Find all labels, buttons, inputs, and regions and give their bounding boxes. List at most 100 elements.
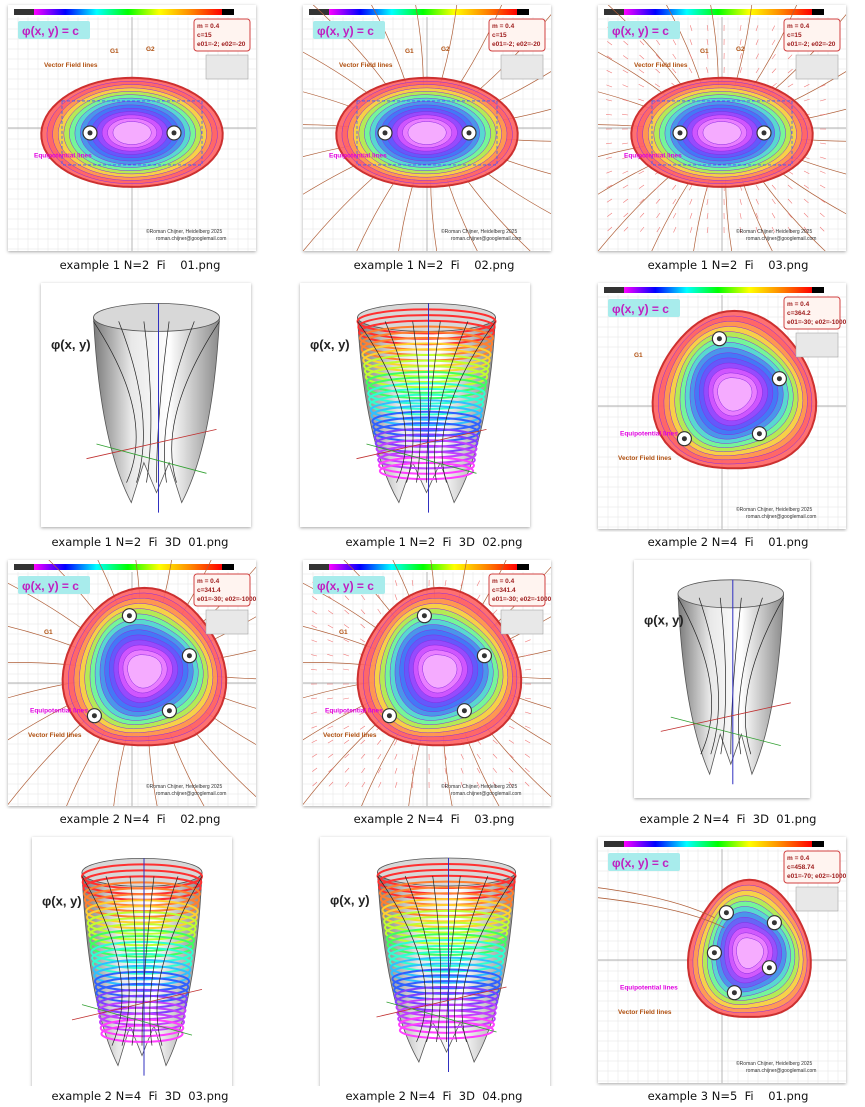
equation-label: φ(x, y) = c: [22, 579, 79, 593]
file-name-label: example 1 N=2 Fi 03.png: [588, 258, 865, 272]
thumbnail-image[interactable]: φ(x, y): [294, 277, 574, 532]
equipotential-contours: [631, 78, 812, 187]
g1-label: G1: [339, 629, 348, 636]
param-line: m = 0.4: [787, 301, 810, 308]
file-thumbnail-item[interactable]: φ(x, y) = c m = 0.4 c=15 e01=-2; e02=-20 Vec…: [294, 0, 574, 276]
surface-plot-image: φ(x, y): [32, 837, 232, 1086]
email-label: roman.chijner@googlemail.com: [746, 236, 816, 242]
surface-plot-image: φ(x, y): [300, 283, 530, 527]
thumbnail-image[interactable]: φ(x, y) = c m = 0.4 c=15 e01=-2; e02=-20 Vec…: [588, 0, 865, 255]
field-plot-image: φ(x, y) = c m = 0.4 c=15 e01=-2; e02=-20 Vec…: [303, 5, 551, 251]
file-name-label: example 2 N=4 Fi 3D 03.png: [0, 1089, 280, 1103]
equipotential-label: Equipotential lines: [34, 153, 92, 160]
thumbnail-image[interactable]: φ(x, y) = c m = 0.4 c=15 e01=-2; e02=-20 Vec…: [294, 0, 574, 255]
legend-box: [796, 333, 838, 357]
param-line: m = 0.4: [787, 855, 810, 862]
equipotential-label: Equipotential lines: [329, 153, 387, 160]
g1-label: G1: [110, 48, 119, 55]
field-plot-image: φ(x, y) = c m = 0.4 c=15 e01=-2; e02=-20 Vec…: [598, 5, 846, 251]
param-line: c=15: [492, 32, 507, 39]
file-thumbnail-item[interactable]: φ(x, y) example 2 N=4 Fi 3D 03.png: [0, 831, 280, 1107]
signature-label: ©Roman Chijner, Heidelberg 2025: [441, 783, 517, 790]
param-line: e01=-2; e02=-20: [492, 41, 541, 48]
file-name-label: example 1 N=2 Fi 01.png: [0, 258, 280, 272]
equipotential-label: Equipotential lines: [620, 431, 678, 438]
equipotential-contours: [358, 588, 522, 745]
thumbnail-image[interactable]: φ(x, y): [0, 277, 280, 532]
equation-label: φ(x, y) = c: [612, 24, 669, 38]
equipotential-label: Equipotential lines: [325, 708, 383, 715]
file-thumbnail-item[interactable]: φ(x, y)example 2 N=4 Fi 3D 04.png: [294, 831, 574, 1107]
vector-field-label: Vector Field lines: [339, 62, 393, 69]
vector-field-label: Vector Field lines: [618, 455, 672, 462]
legend-box: [796, 55, 838, 79]
thumbnail-image[interactable]: φ(x, y): [294, 831, 574, 1086]
equipotential-contours: [653, 311, 817, 468]
file-thumbnail-item[interactable]: φ(x, y) example 2 N=4 Fi 3D 01.png: [588, 554, 865, 830]
equipotential-label: Equipotential lines: [30, 708, 88, 715]
thumbnail-image[interactable]: φ(x, y) = c m = 0.4 c=341.4 e01=-30; e02=-1…: [0, 554, 280, 809]
function-label: φ(x, y): [310, 337, 350, 352]
surface-rim: [94, 303, 220, 331]
equation-label: φ(x, y) = c: [317, 24, 374, 38]
color-scale-bar: [329, 9, 517, 15]
legend-box: [206, 610, 248, 634]
color-scale-bar: [624, 841, 812, 847]
file-thumbnail-item[interactable]: φ(x, y)example 1 N=2 Fi 3D 02.png: [294, 277, 574, 553]
param-line: m = 0.4: [197, 23, 220, 30]
param-line: m = 0.4: [492, 23, 515, 30]
param-line: m = 0.4: [787, 23, 810, 30]
file-name-label: example 3 N=5 Fi 01.png: [588, 1089, 865, 1103]
equipotential-contours: [688, 880, 811, 1017]
param-line: m = 0.4: [492, 578, 515, 585]
param-line: c=341.4: [492, 587, 516, 594]
email-label: roman.chijner@googlemail.com: [746, 1068, 816, 1074]
g2-label: G2: [441, 46, 450, 53]
g1-label: G1: [44, 629, 53, 636]
equipotential-label: Equipotential lines: [624, 153, 682, 160]
param-line: c=458.74: [787, 864, 815, 871]
file-thumbnail-item[interactable]: φ(x, y) example 1 N=2 Fi 3D 01.png: [0, 277, 280, 553]
vector-field-label: Vector Field lines: [44, 62, 98, 69]
color-scale-bar: [34, 9, 222, 15]
legend-box: [796, 887, 838, 911]
file-name-label: example 1 N=2 Fi 02.png: [294, 258, 574, 272]
email-label: roman.chijner@googlemail.com: [746, 514, 816, 520]
equipotential-contours: [63, 588, 227, 745]
file-name-label: example 1 N=2 Fi 3D 01.png: [0, 535, 280, 549]
email-label: roman.chijner@googlemail.com: [451, 236, 521, 242]
param-line: c=15: [787, 32, 802, 39]
param-line: e01=-30; e02=-1000: [197, 596, 256, 603]
thumbnail-image[interactable]: φ(x, y): [588, 554, 865, 809]
param-line: c=364.2: [787, 310, 811, 317]
file-thumbnail-item[interactable]: φ(x, y) = c m = 0.4 c=15 e01=-2; e02=-20 Vec…: [588, 0, 865, 276]
function-label: φ(x, y): [330, 893, 370, 908]
thumbnail-image[interactable]: φ(x, y): [0, 831, 280, 1086]
surface-plot-image: φ(x, y): [320, 837, 550, 1086]
param-line: c=341.4: [197, 587, 221, 594]
legend-box: [206, 55, 248, 79]
param-line: e01=-2; e02=-20: [787, 41, 836, 48]
g2-label: G2: [146, 46, 155, 53]
file-thumbnail-item[interactable]: φ(x, y) = c m = 0.4 c=341.4 e01=-30; e02=-1…: [0, 554, 280, 830]
signature-label: ©Roman Chijner, Heidelberg 2025: [146, 783, 222, 790]
vector-field-label: Vector Field lines: [28, 732, 82, 739]
g1-label: G1: [634, 352, 643, 359]
email-label: roman.chijner@googlemail.com: [156, 791, 226, 797]
param-line: m = 0.4: [197, 578, 220, 585]
field-plot-image: φ(x, y) = c m = 0.4 c=341.4 e01=-30; e02=-1…: [8, 560, 256, 806]
vector-field-label: Vector Field lines: [634, 62, 688, 69]
vector-field-label: Vector Field lines: [618, 1009, 672, 1016]
file-name-label: example 2 N=4 Fi 3D 01.png: [588, 812, 865, 826]
equipotential-label: Equipotential lines: [620, 985, 678, 992]
equipotential-contours: [41, 78, 222, 187]
